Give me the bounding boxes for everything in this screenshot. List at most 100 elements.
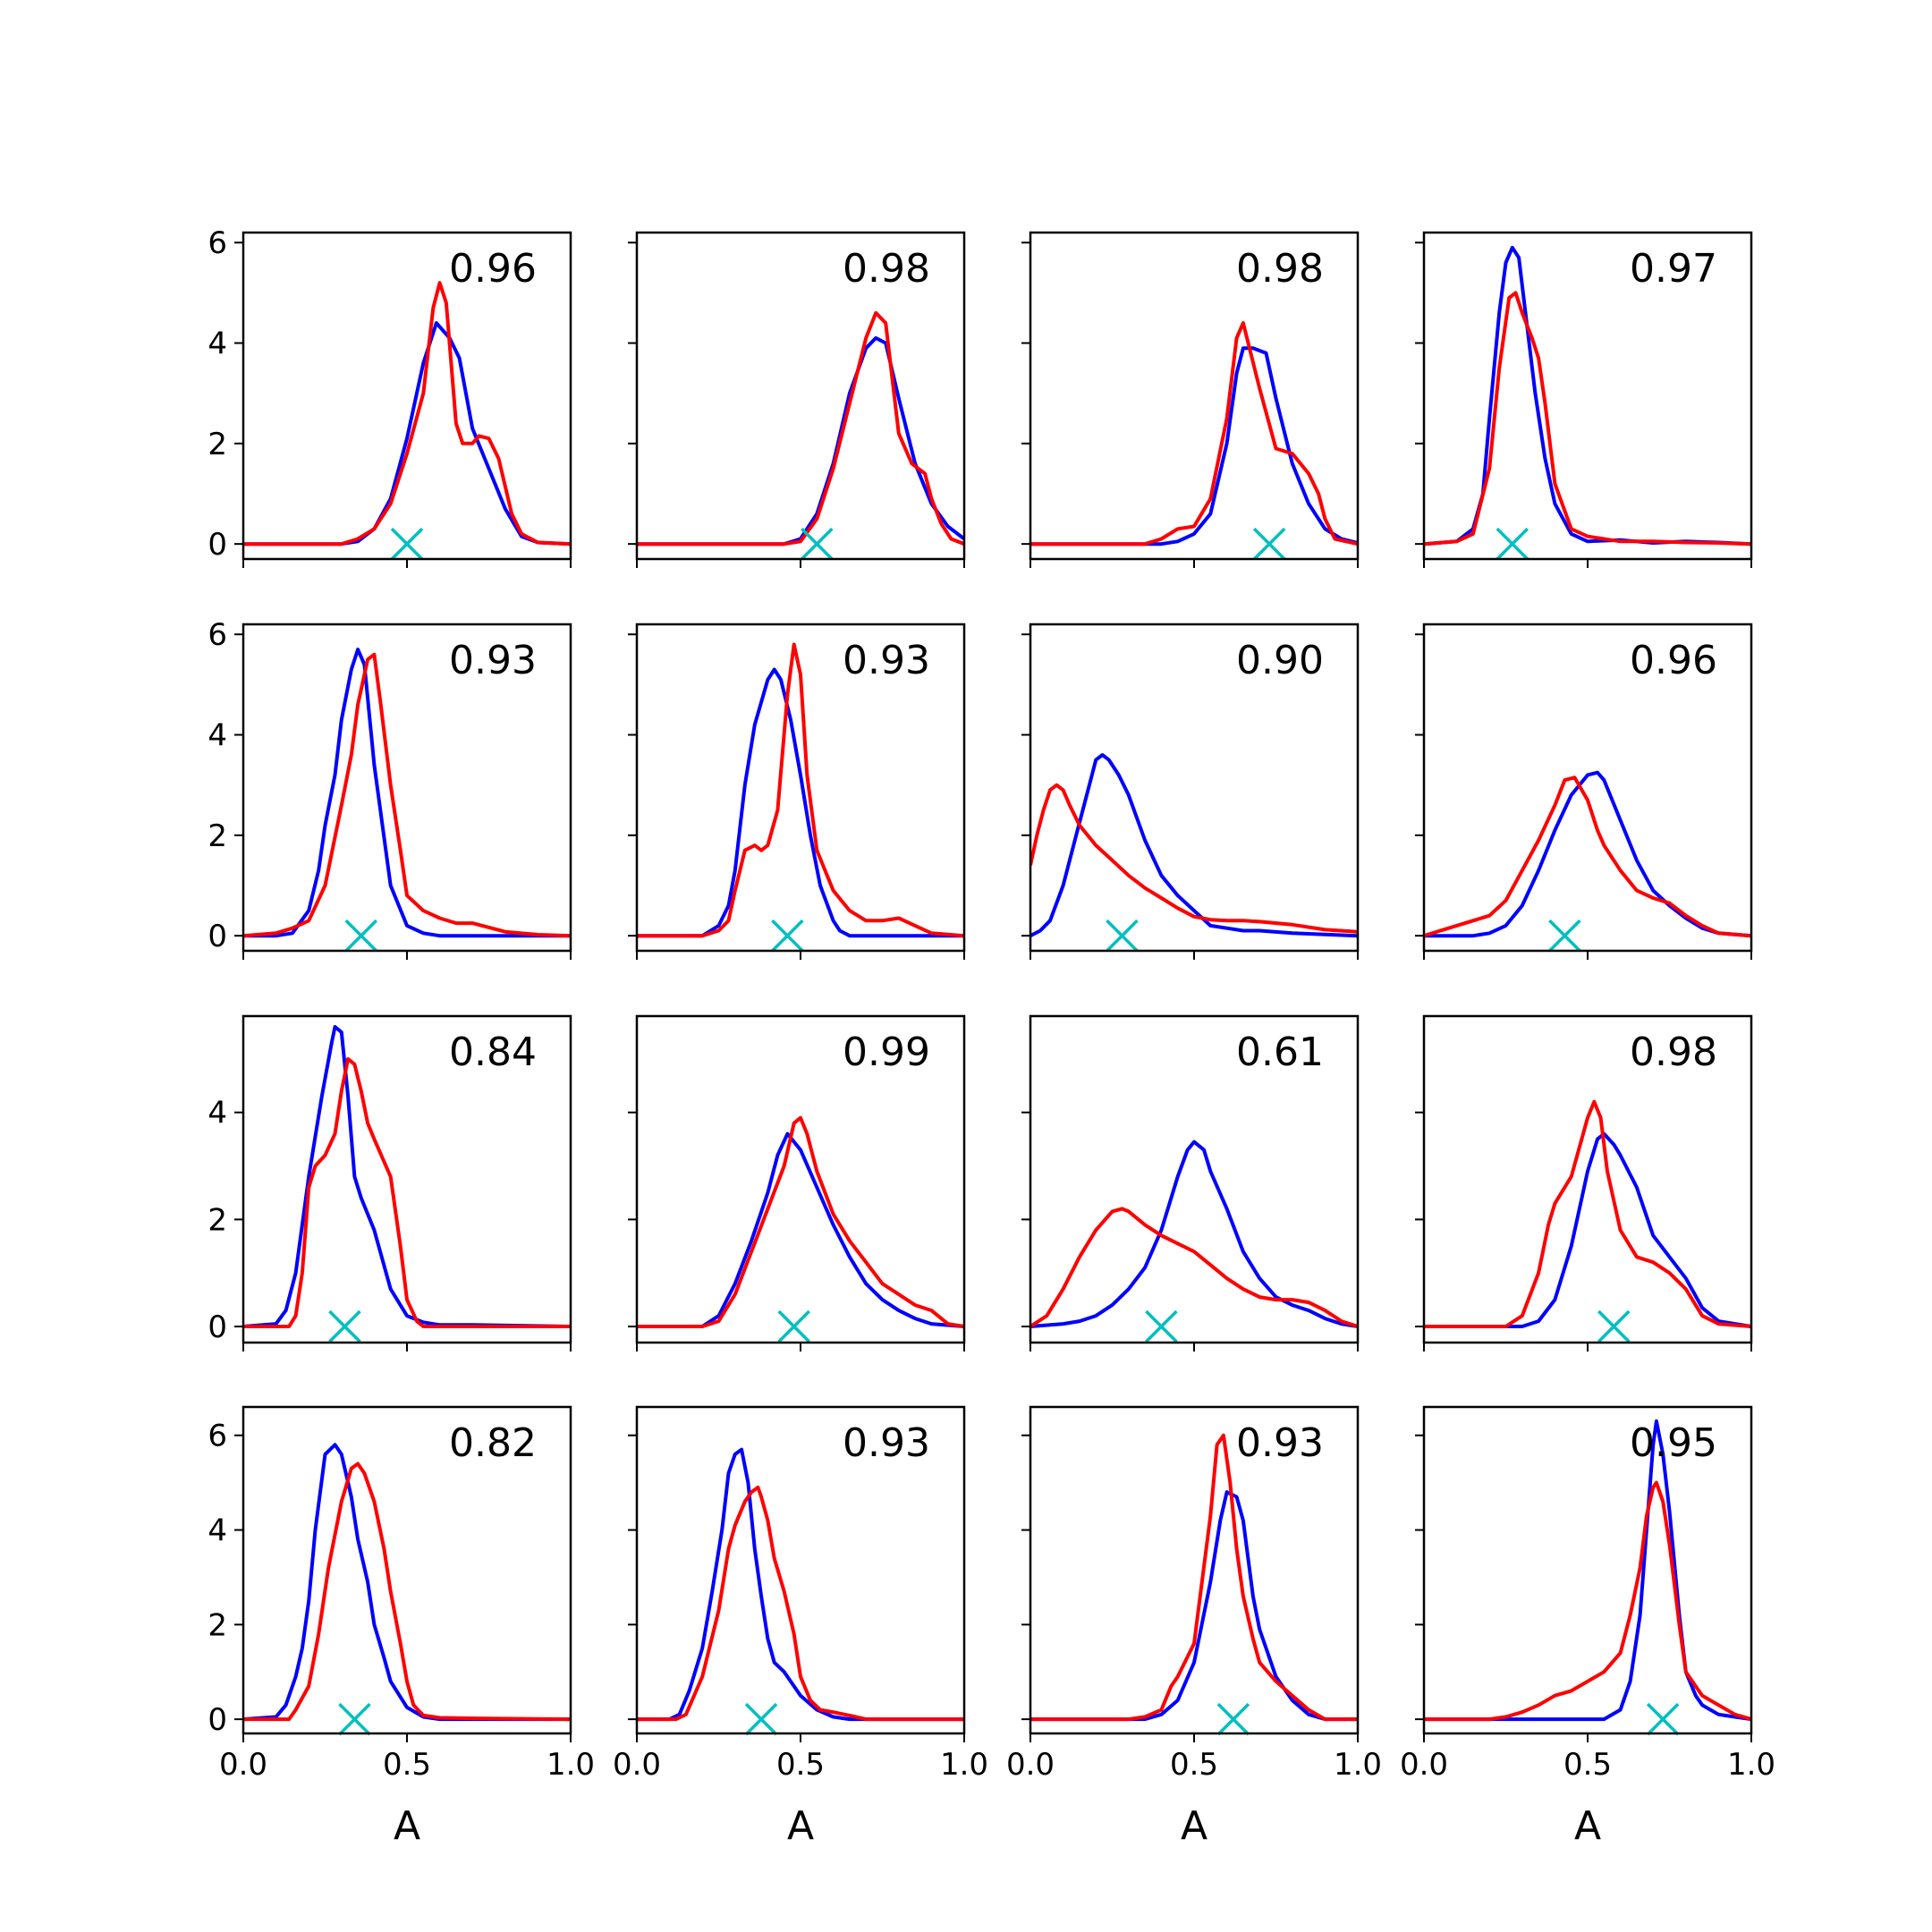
red-series-line	[1030, 1207, 1358, 1328]
red-series-line	[243, 1056, 571, 1328]
series-group	[1424, 1419, 1751, 1722]
panel-1-1: 0 2 4 6 0.96	[208, 225, 572, 568]
x-marker	[344, 919, 377, 953]
value-label: 0.99	[843, 1030, 930, 1075]
panel-frame	[1422, 1405, 1753, 1735]
x-marker	[328, 1309, 361, 1343]
panel-frame	[635, 623, 966, 953]
red-series-line	[1424, 1480, 1751, 1722]
x-marker	[1252, 527, 1286, 561]
panel-1-3: 0.98	[1021, 231, 1360, 568]
blue-series-line	[1424, 1131, 1751, 1328]
panel-4-2: 0.0 0.5 1.0 0.93 A	[613, 1405, 988, 1849]
x-marker	[771, 919, 804, 953]
y-tick-label: 0	[208, 919, 227, 954]
value-label: 0.93	[843, 638, 930, 683]
blue-series-line	[1030, 346, 1358, 547]
series-group	[1030, 753, 1358, 938]
blue-series-line	[1424, 245, 1751, 547]
panel-3-4: 0.98	[1415, 1014, 1753, 1352]
blue-series-line	[1030, 1490, 1358, 1722]
x-marker	[1106, 919, 1139, 953]
panel-grid: 0 2 4 6 0.96 0.98 0.98 0.97 0 2 4 6 0.93 0.93 0.90 0.96…	[208, 225, 1775, 1849]
series-group	[637, 1115, 964, 1328]
panel-frame	[242, 1014, 572, 1344]
series-group	[243, 281, 571, 547]
value-label: 0.97	[1630, 246, 1717, 292]
value-label: 0.93	[843, 1420, 930, 1466]
blue-series-line	[243, 1025, 571, 1328]
series-group	[637, 1447, 964, 1722]
x-marker	[744, 1702, 778, 1736]
y-tick-label: 4	[208, 718, 227, 754]
y-tick-label: 4	[208, 1513, 227, 1549]
series-group	[1424, 770, 1751, 938]
x-tick-label: 0.5	[776, 1747, 825, 1783]
panel-2-1: 0 2 4 6 0.93	[208, 617, 572, 960]
series-group	[637, 310, 964, 547]
blue-series-line	[243, 648, 571, 938]
y-tick-label: 0	[208, 1702, 227, 1738]
x-tick-label: 0.0	[1006, 1747, 1055, 1783]
x-tick-label: 0.0	[1400, 1747, 1448, 1783]
panel-frame	[635, 1014, 966, 1344]
x-tick-label: 0.0	[613, 1747, 661, 1783]
series-group	[243, 1025, 571, 1328]
panel-frame	[242, 623, 572, 953]
x-tick-label: 0.0	[219, 1747, 267, 1783]
y-tick-label: 2	[208, 1607, 227, 1643]
blue-series-line	[637, 1131, 964, 1328]
blue-series-line	[637, 667, 964, 938]
panel-3-1: 0 2 4 0.84	[208, 1014, 572, 1352]
x-marker	[1145, 1309, 1178, 1343]
panel-1-2: 0.98	[628, 231, 966, 568]
y-tick-label: 6	[208, 225, 227, 261]
blue-series-line	[1030, 753, 1358, 938]
panel-1-4: 0.97	[1415, 231, 1753, 568]
red-series-line	[1030, 783, 1358, 934]
panel-frame	[242, 1405, 572, 1735]
blue-series-line	[1424, 1419, 1751, 1722]
y-tick-label: 0	[208, 527, 227, 563]
red-series-line	[243, 1462, 571, 1722]
panel-3-3: 0.61	[1021, 1014, 1360, 1352]
x-marker	[1597, 1309, 1631, 1343]
red-series-line	[637, 310, 964, 547]
value-label: 0.82	[449, 1420, 537, 1466]
blue-series-line	[243, 321, 571, 547]
panel-3-2: 0.99	[628, 1014, 966, 1352]
series-group	[637, 642, 964, 938]
value-label: 0.93	[449, 638, 537, 683]
value-label: 0.98	[1236, 246, 1324, 292]
panel-frame	[1029, 231, 1360, 561]
red-series-line	[1424, 291, 1751, 547]
x-tick-label: 1.0	[1727, 1747, 1775, 1783]
red-series-line	[1030, 321, 1358, 547]
x-tick-label: 1.0	[940, 1747, 988, 1783]
blue-series-line	[637, 335, 964, 547]
x-tick-label: 1.0	[1334, 1747, 1382, 1783]
panel-frame	[1422, 623, 1753, 953]
x-marker	[338, 1702, 371, 1736]
blue-series-line	[1030, 1140, 1358, 1328]
x-marker	[1496, 527, 1530, 561]
panel-frame	[635, 231, 966, 561]
panel-frame	[635, 1405, 966, 1735]
x-axis-label: A	[1574, 1803, 1601, 1849]
series-group	[1030, 321, 1358, 547]
x-marker	[1548, 919, 1581, 953]
red-series-line	[1424, 1099, 1751, 1328]
x-marker	[1646, 1702, 1680, 1736]
series-group	[1030, 1140, 1358, 1328]
y-tick-label: 4	[208, 1096, 227, 1131]
panel-2-2: 0.93	[628, 623, 966, 960]
blue-series-line	[1424, 770, 1751, 938]
x-tick-label: 0.5	[383, 1747, 431, 1783]
blue-series-line	[243, 1443, 571, 1722]
y-tick-label: 2	[208, 1202, 227, 1238]
red-series-line	[1424, 775, 1751, 938]
value-label: 0.84	[449, 1030, 537, 1075]
panel-4-3: 0.0 0.5 1.0 0.93 A	[1006, 1405, 1382, 1849]
x-tick-label: 0.5	[1563, 1747, 1612, 1783]
